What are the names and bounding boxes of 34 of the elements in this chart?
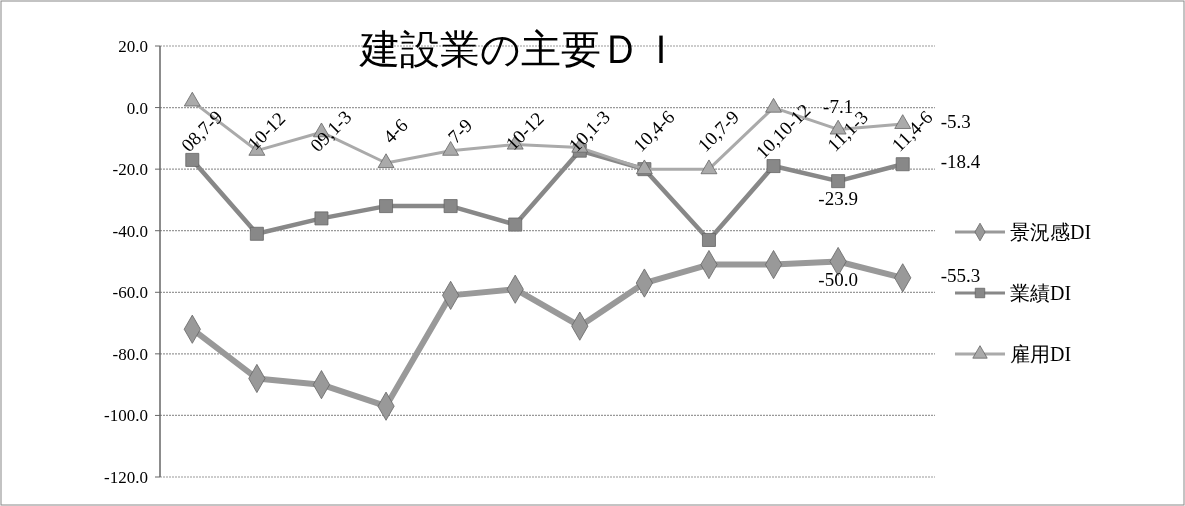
data-label: -50.0 bbox=[818, 268, 858, 290]
x-tick-label: 4-6 bbox=[379, 114, 412, 148]
y-tick-label: -100.0 bbox=[104, 406, 148, 426]
point bbox=[831, 174, 846, 189]
point bbox=[183, 91, 201, 107]
data-label: -5.3 bbox=[940, 110, 971, 132]
point bbox=[700, 159, 718, 175]
legend-label: 雇用DI bbox=[1010, 343, 1072, 365]
point bbox=[377, 153, 395, 168]
y-tick-label: -120.0 bbox=[104, 467, 148, 487]
point bbox=[766, 159, 781, 173]
point bbox=[508, 217, 523, 232]
legend-label: 業績DI bbox=[1010, 282, 1072, 304]
point bbox=[443, 199, 458, 213]
point bbox=[702, 233, 716, 247]
y-tick-label: 0.0 bbox=[126, 98, 148, 118]
point bbox=[442, 141, 459, 156]
point bbox=[379, 199, 393, 213]
x-tick-label: 7-9 bbox=[443, 114, 477, 148]
y-tick-label: -60.0 bbox=[112, 283, 148, 303]
chart-title: 建設業の主要ＤＩ bbox=[358, 27, 681, 72]
y-tick-label: -40.0 bbox=[112, 221, 148, 241]
y-tick-label: -20.0 bbox=[112, 160, 148, 180]
data-label: -7.1 bbox=[823, 96, 854, 118]
point bbox=[249, 226, 264, 241]
legend-label: 景況感DI bbox=[1010, 221, 1092, 243]
data-label: -55.3 bbox=[940, 264, 981, 286]
y-tick-label: 20.0 bbox=[118, 36, 148, 56]
point bbox=[314, 211, 329, 226]
y-tick-label: -80.0 bbox=[112, 344, 148, 364]
point bbox=[895, 157, 910, 172]
point bbox=[185, 152, 200, 167]
data-label: -18.4 bbox=[940, 151, 981, 173]
data-label: -23.9 bbox=[818, 188, 858, 210]
